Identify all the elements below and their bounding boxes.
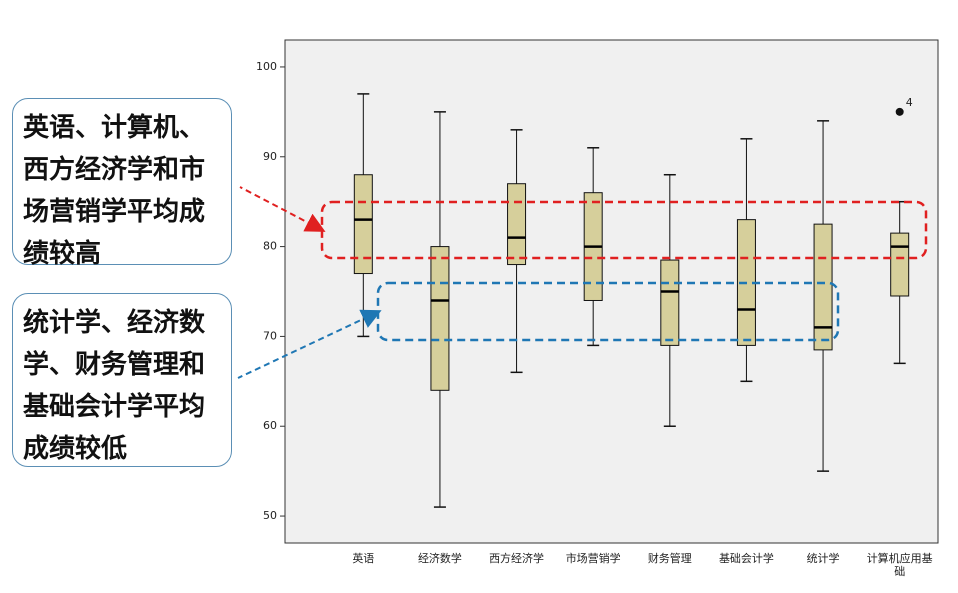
y-tick-label: 60 xyxy=(263,419,277,432)
y-tick-label: 90 xyxy=(263,150,277,163)
plot-area xyxy=(284,39,939,544)
box xyxy=(353,174,373,275)
outlier xyxy=(895,107,904,116)
x-tick-label: 统计学 xyxy=(806,552,840,565)
x-tick-label: 经济数学 xyxy=(417,552,462,565)
callout-low: 统计学、经济数学、财务管理和基础会计学平均成绩较低 xyxy=(12,293,232,467)
y-tick-label: 80 xyxy=(263,240,277,253)
box xyxy=(430,246,450,391)
y-tick-label: 50 xyxy=(263,509,277,522)
box xyxy=(507,183,527,266)
arrow xyxy=(239,186,326,232)
outlier-label: 4 xyxy=(906,96,913,109)
x-tick-label: 计算机应用基础 xyxy=(866,552,933,578)
y-tick-label: 70 xyxy=(263,329,277,342)
box xyxy=(660,259,680,346)
x-tick-label: 西方经济学 xyxy=(489,552,545,565)
callout-high: 英语、计算机、西方经济学和市场营销学平均成绩较高 xyxy=(12,98,232,269)
x-tick-label: 市场营销学 xyxy=(565,552,621,565)
x-tick-label: 财务管理 xyxy=(647,552,692,565)
y-tick-label: 100 xyxy=(256,60,277,73)
arrow xyxy=(237,309,382,379)
box xyxy=(813,223,833,351)
x-tick-label: 英语 xyxy=(352,552,375,565)
x-tick-label: 基础会计学 xyxy=(718,552,774,565)
box xyxy=(890,232,910,297)
